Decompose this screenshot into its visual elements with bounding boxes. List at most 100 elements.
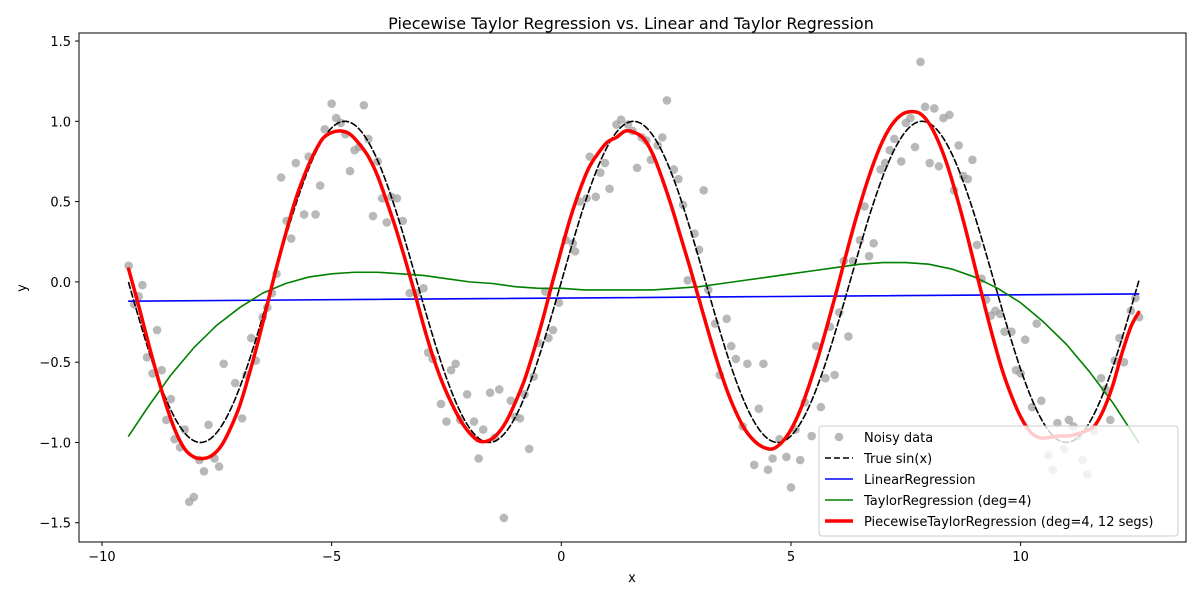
- legend-item-noisy-data: Noisy data: [834, 431, 933, 446]
- data-point: [436, 399, 446, 409]
- y-tick-label: 1.0: [50, 115, 71, 130]
- data-point: [662, 96, 672, 105]
- data-point: [731, 354, 741, 364]
- chart-title: Piecewise Taylor Regression vs. Linear a…: [388, 14, 874, 33]
- data-point: [469, 417, 479, 426]
- data-point: [1020, 335, 1030, 344]
- data-point: [844, 332, 853, 341]
- y-tick-label: −1.5: [39, 517, 71, 532]
- legend: Noisy data True sin(x) LinearRegression Tay…: [818, 425, 1179, 537]
- data-point: [920, 102, 930, 112]
- data-point: [524, 444, 534, 454]
- data-point: [864, 251, 874, 261]
- legend-label: True sin(x): [863, 452, 932, 467]
- data-point: [885, 145, 895, 155]
- y-tick-label: 1.5: [50, 35, 71, 50]
- data-point: [478, 425, 488, 434]
- data-point: [600, 158, 610, 168]
- data-point: [658, 133, 667, 142]
- data-point: [230, 378, 240, 388]
- data-point: [152, 325, 162, 335]
- y-axis: −1.5 −1.0 −0.5 0.0 0.5 1.0 1.5: [39, 35, 79, 532]
- legend-label: Noisy data: [864, 431, 933, 446]
- data-point: [929, 104, 939, 113]
- data-point: [315, 181, 325, 190]
- x-tick-label: −10: [88, 550, 115, 565]
- data-point: [520, 389, 529, 399]
- data-point: [548, 325, 558, 335]
- y-tick-label: −0.5: [39, 356, 71, 371]
- x-tick-label: 10: [1012, 550, 1029, 565]
- legend-label: LinearRegression: [864, 473, 976, 488]
- data-point: [199, 467, 209, 476]
- data-point: [442, 417, 451, 426]
- data-point: [726, 341, 736, 351]
- x-tick-label: 0: [557, 550, 565, 565]
- data-point: [570, 247, 580, 256]
- series-linearregression: [127, 293, 1140, 302]
- data-point: [890, 134, 899, 144]
- data-point: [1115, 333, 1124, 343]
- legend-item-taylorregression-deg-4: TaylorRegression (deg=4): [825, 494, 1031, 509]
- data-point: [786, 483, 796, 492]
- data-point: [968, 155, 977, 165]
- data-point: [945, 110, 954, 120]
- data-point: [869, 239, 878, 248]
- y-axis-label: y: [15, 284, 30, 292]
- data-point: [311, 210, 320, 219]
- data-point: [830, 370, 839, 380]
- data-point: [795, 455, 805, 465]
- legend-item-true-sin-x: True sin(x): [825, 452, 932, 467]
- x-tick-label: 5: [787, 550, 795, 565]
- data-point: [816, 402, 826, 412]
- data-point: [768, 454, 777, 463]
- data-point: [759, 359, 768, 369]
- data-point: [896, 157, 906, 166]
- data-point: [368, 211, 378, 221]
- data-point: [591, 192, 601, 202]
- data-point: [616, 115, 626, 125]
- data-point: [540, 287, 550, 296]
- y-tick-label: 0.0: [50, 276, 71, 291]
- legend-item-linearregression: LinearRegression: [825, 473, 976, 488]
- legend-box: [818, 425, 1179, 537]
- data-point: [605, 184, 614, 194]
- data-point: [674, 174, 683, 184]
- data-point: [494, 385, 504, 394]
- data-point: [286, 234, 296, 243]
- data-point: [1064, 415, 1074, 425]
- data-point: [683, 275, 692, 285]
- plot-area: [124, 57, 1144, 523]
- data-point: [1053, 418, 1062, 428]
- data-point: [382, 218, 392, 227]
- data-point: [237, 414, 247, 423]
- data-point: [995, 309, 1005, 319]
- data-point: [807, 431, 816, 441]
- data-point: [276, 173, 286, 182]
- data-point: [1119, 357, 1129, 367]
- data-point: [506, 396, 516, 406]
- data-point: [246, 333, 256, 343]
- data-point: [359, 100, 369, 110]
- data-point: [722, 314, 731, 324]
- data-point: [596, 168, 605, 177]
- data-point: [782, 452, 791, 462]
- x-axis-label: x: [628, 571, 636, 586]
- series-true-sin-x: [127, 120, 1140, 444]
- data-point: [291, 158, 301, 168]
- data-point: [180, 425, 189, 434]
- data-point: [166, 394, 176, 404]
- data-point: [934, 161, 944, 171]
- data-point: [485, 388, 495, 397]
- data-point: [219, 359, 228, 369]
- data-point: [699, 186, 708, 195]
- data-point: [1037, 396, 1046, 406]
- data-point: [834, 308, 844, 317]
- data-point: [124, 261, 133, 271]
- x-axis: −10 −5 0 5 10: [88, 542, 1029, 565]
- data-point: [585, 152, 595, 161]
- data-point: [1096, 373, 1106, 383]
- data-point: [474, 454, 483, 463]
- axes-frame: [78, 32, 1187, 543]
- y-tick-label: 0.5: [50, 196, 71, 211]
